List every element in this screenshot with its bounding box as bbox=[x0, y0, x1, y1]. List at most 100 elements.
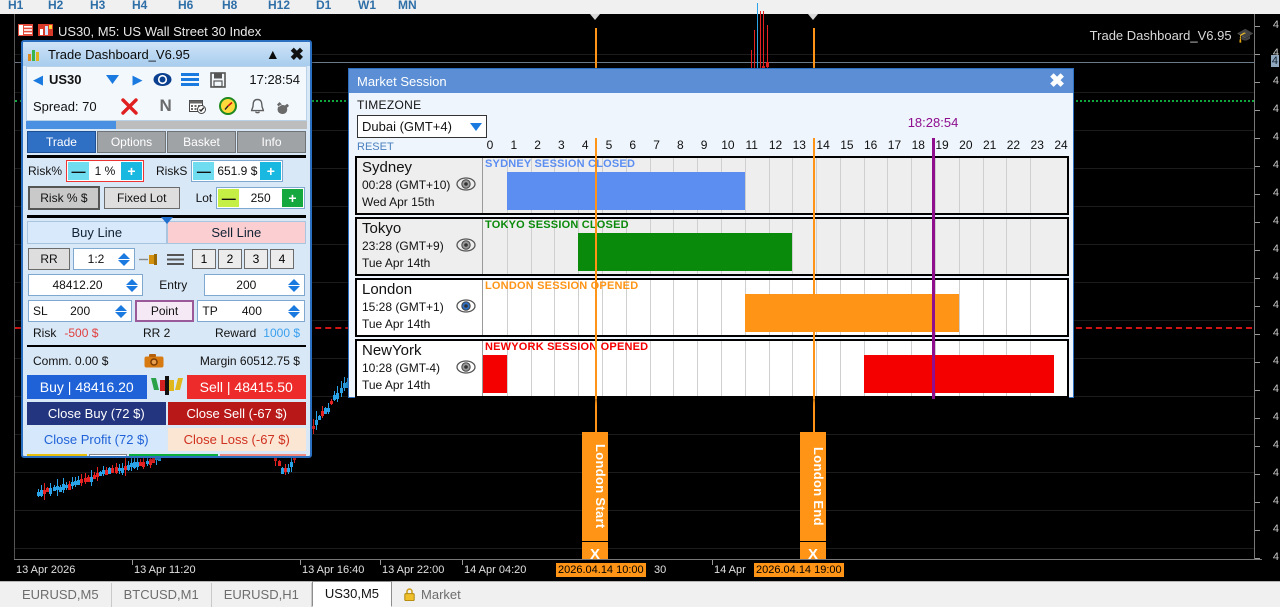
preset-button-2[interactable]: 2 bbox=[218, 249, 242, 269]
buy-button[interactable]: Buy | 48416.20 bbox=[27, 375, 147, 399]
bell-icon[interactable] bbox=[247, 96, 269, 116]
session-track[interactable]: NEWYORK SESSION OPENED bbox=[483, 341, 1067, 396]
close-icon[interactable]: ✖ bbox=[289, 44, 304, 64]
pin-icon[interactable] bbox=[138, 249, 162, 269]
eye-off-icon[interactable] bbox=[456, 176, 476, 192]
close-all-row[interactable]: Close % 50 Close All(6 $) Breakeven bbox=[27, 454, 306, 456]
rr-field[interactable]: 1:2 bbox=[73, 248, 135, 270]
eye-on-icon[interactable] bbox=[456, 298, 476, 314]
lot-plus-button[interactable]: + bbox=[281, 189, 303, 207]
risk-percent-minus-button[interactable]: — bbox=[68, 162, 90, 180]
preset-button-1[interactable]: 1 bbox=[192, 249, 216, 269]
time-axis[interactable]: 13 Apr 2026 13 Apr 11:20 13 Apr 16:40 13 Ap… bbox=[14, 559, 1262, 581]
close-sell-button[interactable]: Close Sell (-67 $) bbox=[167, 402, 306, 425]
close-icon[interactable]: ✖ bbox=[1049, 70, 1065, 92]
dashboard-tab-basket[interactable]: Basket bbox=[167, 131, 236, 153]
timeframe-h3[interactable]: H3 bbox=[90, 0, 106, 12]
session-row-tokyo[interactable]: Tokyo 23:28 (GMT+9) Tue Apr 14th TOKYO SESS… bbox=[355, 217, 1069, 276]
entry-price-spinner[interactable] bbox=[126, 278, 140, 292]
timeframe-mn[interactable]: MN bbox=[398, 0, 417, 12]
session-track[interactable]: LONDON SESSION OPENED bbox=[483, 280, 1067, 335]
time-badge-start[interactable]: 2026.04.14 10:00 bbox=[556, 563, 646, 577]
preset-button-3[interactable]: 3 bbox=[244, 249, 268, 269]
close-percent-value[interactable]: 50 bbox=[89, 454, 127, 456]
sl-field[interactable]: SL 200 bbox=[28, 300, 132, 322]
chart-tab-us30-m5[interactable]: US30,M5 bbox=[311, 581, 393, 607]
vertical-line-handle[interactable] bbox=[808, 14, 818, 20]
line-mode-toggle[interactable]: Buy Line Sell Line bbox=[27, 217, 306, 244]
chart-tab-eurusd-m5[interactable]: EURUSD,M5 bbox=[10, 583, 112, 607]
progress-strip[interactable] bbox=[26, 121, 307, 129]
sl-spinner[interactable] bbox=[114, 304, 129, 318]
timeframe-toolbar[interactable]: H1 H2 H3 H4 H6 H8 H12 D1 W1 MN bbox=[0, 0, 1280, 14]
risk-dollar-stepper[interactable]: — 651.9 $ + bbox=[191, 160, 284, 182]
buy-line-button[interactable]: Buy Line bbox=[27, 221, 167, 244]
entry-points-spinner[interactable] bbox=[288, 278, 302, 292]
sell-button[interactable]: Sell | 48415.50 bbox=[186, 375, 306, 399]
dashboard-titlebar[interactable]: Trade Dashboard_V6.95 ▲ ✖ bbox=[23, 42, 310, 66]
fixed-lot-button[interactable]: Fixed Lot bbox=[103, 187, 180, 209]
risk-percent-stepper[interactable]: — 1 % + bbox=[66, 160, 145, 182]
order-buttons[interactable]: Buy | 48416.20 Sell | 48415.50 bbox=[27, 375, 306, 399]
timeframe-h2[interactable]: H2 bbox=[48, 0, 64, 12]
candle-icon[interactable] bbox=[149, 376, 185, 397]
rr-spinner[interactable] bbox=[118, 252, 132, 266]
entry-price-field[interactable]: 48412.20 bbox=[28, 274, 144, 296]
risk-dollar-plus-button[interactable]: + bbox=[260, 162, 282, 180]
camera-icon[interactable] bbox=[143, 351, 165, 371]
point-button[interactable]: Point bbox=[134, 300, 195, 322]
wrench-icon[interactable] bbox=[275, 96, 297, 116]
timeframe-h1[interactable]: H1 bbox=[8, 0, 24, 12]
session-bar[interactable] bbox=[578, 233, 793, 271]
session-bar[interactable] bbox=[483, 355, 507, 393]
dashboard-tabs[interactable]: Trade Options Basket Info bbox=[27, 131, 306, 153]
entry-points-field[interactable]: 200 bbox=[203, 274, 305, 296]
session-bar[interactable] bbox=[506, 172, 745, 210]
vertical-line-label[interactable]: London Start bbox=[582, 432, 608, 541]
risk-mode-button[interactable]: Risk % $ bbox=[28, 186, 100, 210]
dashboard-tab-trade[interactable]: Trade bbox=[27, 131, 96, 153]
risk-percent-plus-button[interactable]: + bbox=[121, 162, 143, 180]
tp-field[interactable]: TP 400 bbox=[197, 300, 305, 322]
time-badge-end[interactable]: 2026.04.14 19:00 bbox=[754, 563, 844, 577]
close-percent-button[interactable]: Close % bbox=[27, 454, 87, 456]
close-buy-button[interactable]: Close Buy (72 $) bbox=[27, 402, 166, 425]
lot-minus-button[interactable]: — bbox=[218, 189, 240, 207]
close-profit-loss-row[interactable]: Close Profit (72 $) Close Loss (-67 $) bbox=[27, 428, 306, 451]
chart-tab-btcusd-m1[interactable]: BTCUSD,M1 bbox=[112, 583, 212, 607]
sell-line-button[interactable]: Sell Line bbox=[166, 221, 306, 244]
dashboard-tab-options[interactable]: Options bbox=[97, 131, 166, 153]
next-symbol-icon[interactable]: ▶ bbox=[132, 71, 143, 87]
visibility-icon[interactable] bbox=[151, 70, 173, 90]
delete-red-x-icon[interactable] bbox=[119, 96, 141, 116]
risk-dollar-minus-button[interactable]: — bbox=[193, 162, 215, 180]
timeframe-d1[interactable]: D1 bbox=[316, 0, 332, 12]
hamburger-icon[interactable] bbox=[165, 249, 185, 269]
collapse-up-icon[interactable]: ▲ bbox=[265, 46, 280, 62]
market-session-titlebar[interactable]: Market Session ✖ bbox=[349, 69, 1073, 93]
preset-button-4[interactable]: 4 bbox=[270, 249, 294, 269]
timezone-select[interactable]: Dubai (GMT+4) bbox=[357, 115, 487, 138]
close-loss-button[interactable]: Close Loss (-67 $) bbox=[167, 428, 306, 451]
chart-tab-market[interactable]: Market bbox=[392, 583, 473, 607]
calendar-icon[interactable] bbox=[187, 96, 209, 116]
trade-dashboard-panel[interactable]: Trade Dashboard_V6.95 ▲ ✖ ◀ US30 ▶ bbox=[21, 40, 312, 458]
timeframe-h6[interactable]: H6 bbox=[178, 0, 194, 12]
timeframe-h4[interactable]: H4 bbox=[132, 0, 148, 12]
lot-stepper[interactable]: — 250 + bbox=[216, 187, 305, 209]
close-all-button[interactable]: Close All(6 $) bbox=[129, 454, 218, 456]
close-profit-button[interactable]: Close Profit (72 $) bbox=[27, 428, 166, 451]
vertical-line-label[interactable]: London End bbox=[800, 432, 826, 541]
eye-off-icon[interactable] bbox=[456, 359, 476, 375]
news-n-icon[interactable]: N bbox=[159, 96, 172, 115]
tp-spinner[interactable] bbox=[287, 304, 302, 318]
timeframe-h8[interactable]: H8 bbox=[222, 0, 238, 12]
save-icon[interactable] bbox=[207, 70, 229, 90]
timeframe-w1[interactable]: W1 bbox=[358, 0, 376, 12]
dashboard-tab-info[interactable]: Info bbox=[237, 131, 306, 153]
session-row-sydney[interactable]: Sydney 00:28 (GMT+10) Wed Apr 15th SYDNEY S… bbox=[355, 156, 1069, 215]
session-row-london[interactable]: London 15:28 (GMT+1) Tue Apr 14th LONDON SE… bbox=[355, 278, 1069, 337]
vertical-line-handle[interactable] bbox=[590, 14, 600, 20]
